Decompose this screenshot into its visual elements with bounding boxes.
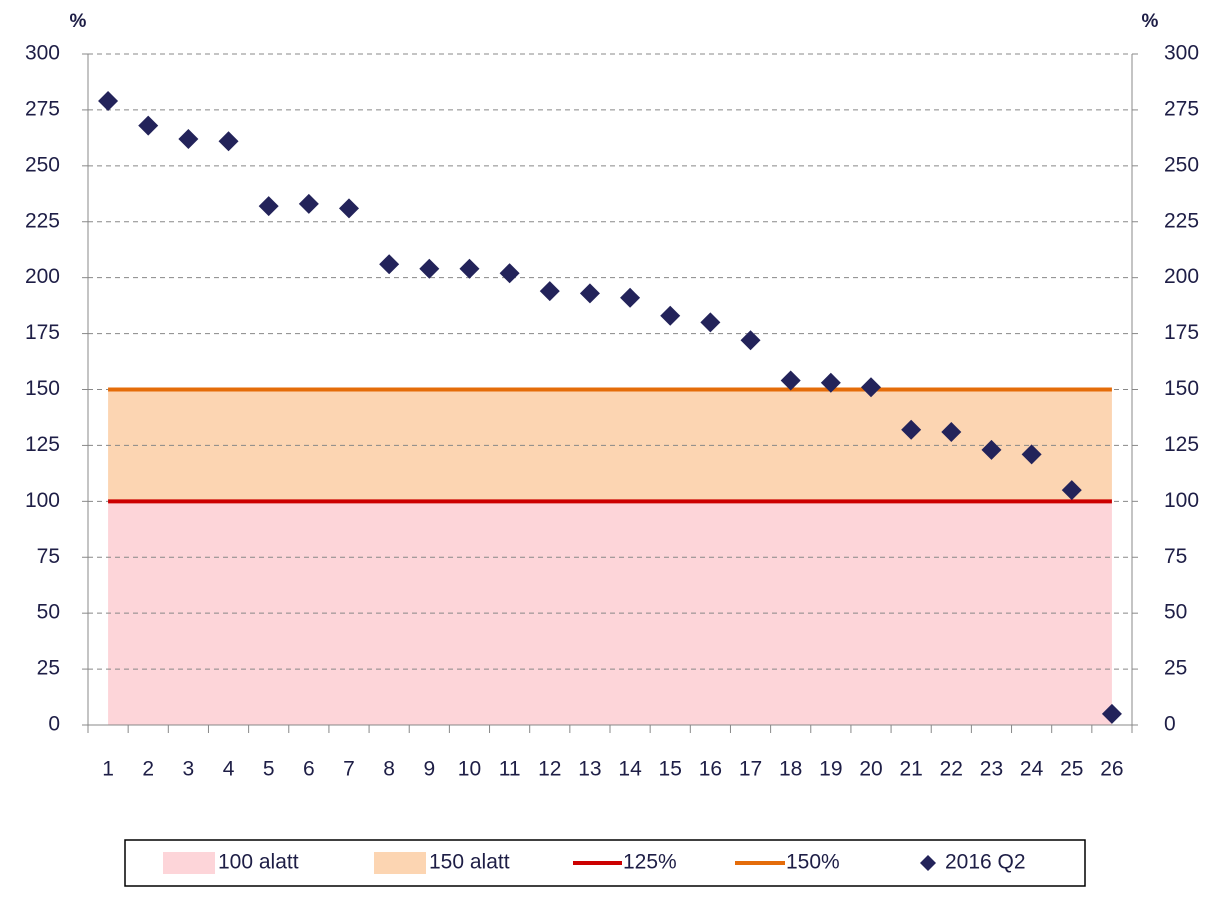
y-tick-label: 0 <box>48 713 60 736</box>
y-tick-label: 175 <box>25 321 60 344</box>
y-tick-label: 150 <box>25 377 60 400</box>
y-tick-label: 100 <box>25 489 60 512</box>
legend-label: 125% <box>623 851 677 874</box>
point <box>941 421 962 442</box>
legend-label: 2016 Q2 <box>945 851 1026 874</box>
x-tick-label: 24 <box>1020 758 1044 781</box>
y-tick-label: 225 <box>25 209 60 232</box>
x-tick-label: 21 <box>899 758 922 781</box>
x-tick-label: 22 <box>940 758 963 781</box>
point <box>379 254 400 275</box>
y2-tick-label: 225 <box>1164 209 1199 232</box>
x-tick-label: 1 <box>102 758 114 781</box>
y2-tick-label: 300 <box>1164 42 1199 65</box>
y2-tick-label: 25 <box>1164 657 1187 680</box>
y-tick-label: 250 <box>25 153 60 176</box>
x-tick-label: 8 <box>383 758 395 781</box>
legend-label: 150% <box>786 851 840 874</box>
x-tick-label: 26 <box>1100 758 1123 781</box>
x-tick-label: 16 <box>699 758 722 781</box>
x-tick-label: 20 <box>859 758 882 781</box>
y2-unit: % <box>1142 11 1159 32</box>
point <box>1061 480 1082 501</box>
point <box>258 196 279 217</box>
y-tick-label: 125 <box>25 433 60 456</box>
point <box>740 330 761 351</box>
point <box>620 287 641 308</box>
x-tick-label: 17 <box>739 758 762 781</box>
y2-tick-label: 125 <box>1164 433 1199 456</box>
x-tick-label: 18 <box>779 758 802 781</box>
y2-tick-label: 75 <box>1164 545 1187 568</box>
legend-swatch <box>163 852 215 874</box>
point <box>138 115 159 136</box>
y-tick-label: 50 <box>37 601 60 624</box>
point <box>660 305 681 326</box>
point <box>98 90 119 111</box>
point <box>419 258 440 279</box>
point <box>178 128 199 149</box>
y2-tick-label: 200 <box>1164 265 1199 288</box>
x-tick-label: 2 <box>142 758 154 781</box>
x-tick-label: 7 <box>343 758 355 781</box>
y-tick-label: 275 <box>25 97 60 120</box>
y2-tick-label: 50 <box>1164 601 1187 624</box>
point <box>1021 444 1042 465</box>
x-tick-label: 23 <box>980 758 1003 781</box>
x-tick-label: 12 <box>538 758 561 781</box>
x-tick-label: 3 <box>183 758 195 781</box>
legend-label: 150 alatt <box>429 851 510 874</box>
legend-box <box>124 839 1086 887</box>
point <box>700 312 721 333</box>
point <box>339 198 359 219</box>
y2-tick-label: 175 <box>1164 321 1199 344</box>
y-tick-label: 300 <box>25 42 60 65</box>
x-tick-label: 6 <box>303 758 315 781</box>
x-tick-label: 5 <box>263 758 275 781</box>
point <box>298 193 319 214</box>
y2-tick-label: 0 <box>1164 713 1176 736</box>
y-unit: % <box>70 11 87 32</box>
legend-label: 100 alatt <box>218 851 299 874</box>
legend-swatch <box>920 855 936 871</box>
point <box>459 258 480 279</box>
x-tick-label: 15 <box>659 758 682 781</box>
y2-tick-label: 250 <box>1164 153 1199 176</box>
x-tick-label: 11 <box>499 758 521 781</box>
point <box>1101 703 1122 724</box>
y-tick-label: 200 <box>25 265 60 288</box>
x-tick-label: 19 <box>819 758 842 781</box>
point <box>861 377 881 398</box>
point <box>499 263 520 284</box>
point <box>539 281 560 302</box>
y-tick-label: 75 <box>37 545 60 568</box>
x-tick-label: 13 <box>578 758 601 781</box>
x-tick-label: 4 <box>223 758 235 781</box>
point <box>780 370 801 391</box>
x-tick-label: 9 <box>423 758 435 781</box>
x-tick-label: 10 <box>458 758 481 781</box>
y2-tick-label: 100 <box>1164 489 1199 512</box>
point <box>981 439 1002 460</box>
x-tick-label: 14 <box>618 758 642 781</box>
y2-tick-label: 150 <box>1164 377 1199 400</box>
y2-tick-label: 275 <box>1164 97 1199 120</box>
point <box>579 283 600 304</box>
point <box>901 419 922 440</box>
point <box>218 131 239 152</box>
legend-swatch <box>374 852 426 874</box>
x-tick-label: 25 <box>1060 758 1083 781</box>
y-tick-label: 25 <box>37 657 60 680</box>
point <box>820 372 841 393</box>
